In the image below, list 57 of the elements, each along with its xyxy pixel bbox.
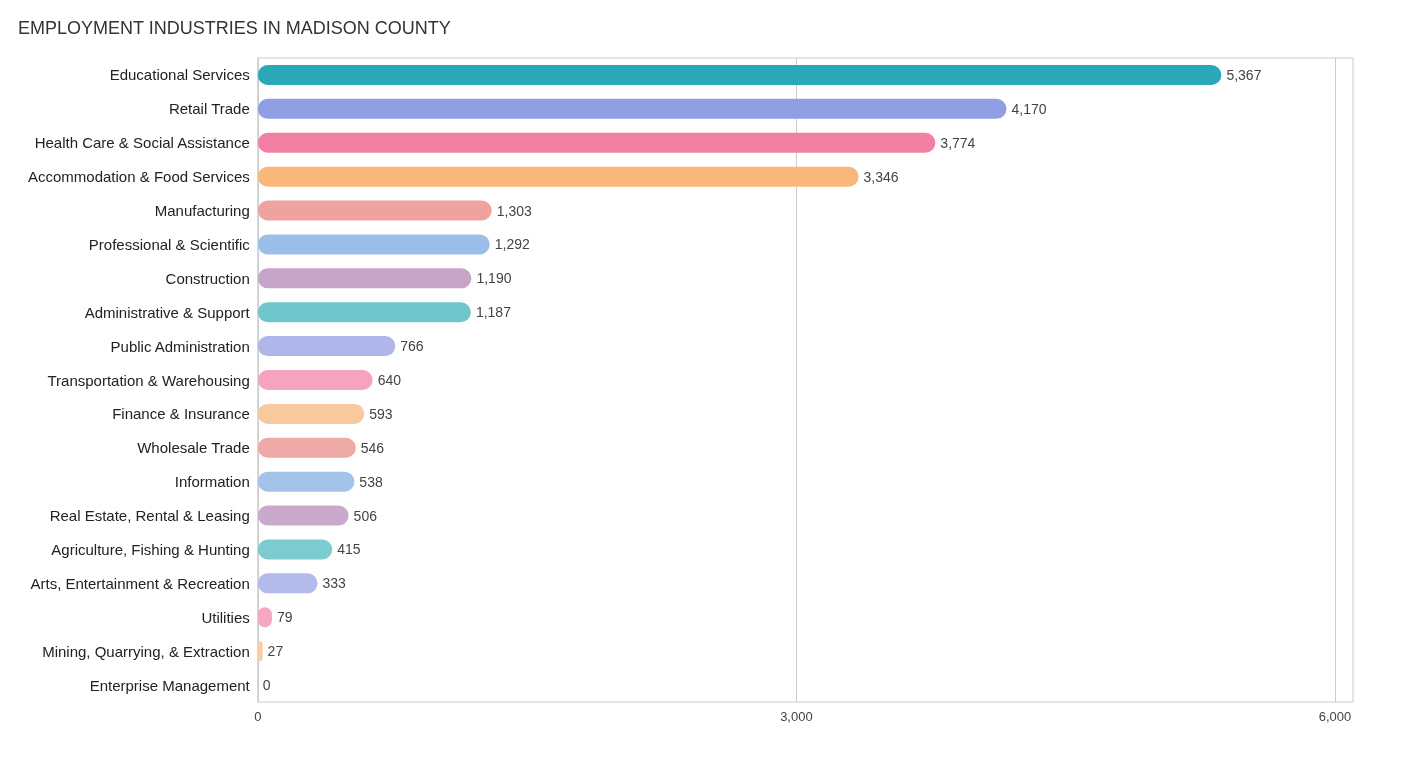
bar: [257, 403, 365, 424]
bar: [257, 98, 1007, 119]
bar: [257, 166, 859, 187]
bar: [257, 200, 492, 221]
data-label: 1,187: [475, 304, 512, 321]
y-tick-label: Administrative & Support: [84, 303, 251, 321]
bar: [257, 471, 355, 492]
bar: [257, 268, 472, 289]
y-tick-label: Mining, Quarrying, & Extraction: [42, 642, 250, 660]
data-label: 766: [400, 338, 424, 355]
y-tick-label: Educational Services: [109, 66, 250, 84]
data-label: 79: [276, 609, 293, 626]
data-label: 546: [360, 439, 385, 456]
bar: [257, 370, 373, 390]
data-label: 538: [359, 473, 383, 490]
data-label: 4,170: [1011, 100, 1047, 117]
y-tick-label: Wholesale Trade: [137, 439, 250, 457]
data-label: 1,190: [476, 270, 512, 287]
y-tick-label: Accommodation & Food Services: [28, 168, 250, 186]
y-tick-label: Manufacturing: [154, 202, 250, 220]
data-label: 3,774: [940, 134, 976, 151]
chart-title: EMPLOYMENT INDUSTRIES IN MADISON COUNTY: [18, 18, 451, 38]
y-tick-label: Utilities: [201, 608, 250, 626]
y-tick-label: Enterprise Management: [89, 676, 251, 694]
bar: [257, 437, 356, 458]
data-label: 333: [322, 575, 347, 592]
y-tick-label: Public Administration: [110, 337, 250, 355]
data-label: 5,367: [1226, 66, 1262, 83]
bar: [257, 336, 396, 357]
data-label: 506: [353, 507, 378, 524]
y-tick-label: Professional & Scientific: [88, 235, 251, 253]
data-label: 640: [377, 372, 402, 388]
y-tick-label: Construction: [165, 269, 250, 287]
data-label: 3,346: [863, 168, 899, 185]
data-label: 27: [267, 643, 284, 660]
y-tick-label: Transportation & Warehousing: [47, 371, 250, 389]
data-label: 1,303: [496, 202, 532, 219]
bar: [257, 132, 936, 153]
x-tick-label: 3,000: [780, 709, 813, 724]
data-label: 593: [369, 405, 393, 422]
bar: [257, 302, 471, 323]
x-tick-label: 0: [254, 709, 262, 724]
data-label: 0: [262, 677, 271, 694]
bar: [257, 539, 333, 560]
y-tick-label: Real Estate, Rental & Leasing: [49, 507, 250, 525]
data-label: 1,292: [494, 236, 530, 253]
y-tick-label: Finance & Insurance: [112, 405, 250, 423]
y-tick-label: Arts, Entertainment & Recreation: [30, 574, 250, 592]
y-tick-label: Information: [174, 473, 250, 491]
y-tick-label: Agriculture, Fishing & Hunting: [51, 540, 250, 558]
y-tick-label: Health Care & Social Assistance: [34, 134, 250, 152]
bar: [257, 505, 349, 526]
y-tick-label: Retail Trade: [168, 100, 250, 118]
bar: [257, 234, 490, 255]
x-tick-label: 6,000: [1318, 709, 1352, 724]
bar: [257, 64, 1222, 85]
data-label: 415: [337, 541, 361, 558]
